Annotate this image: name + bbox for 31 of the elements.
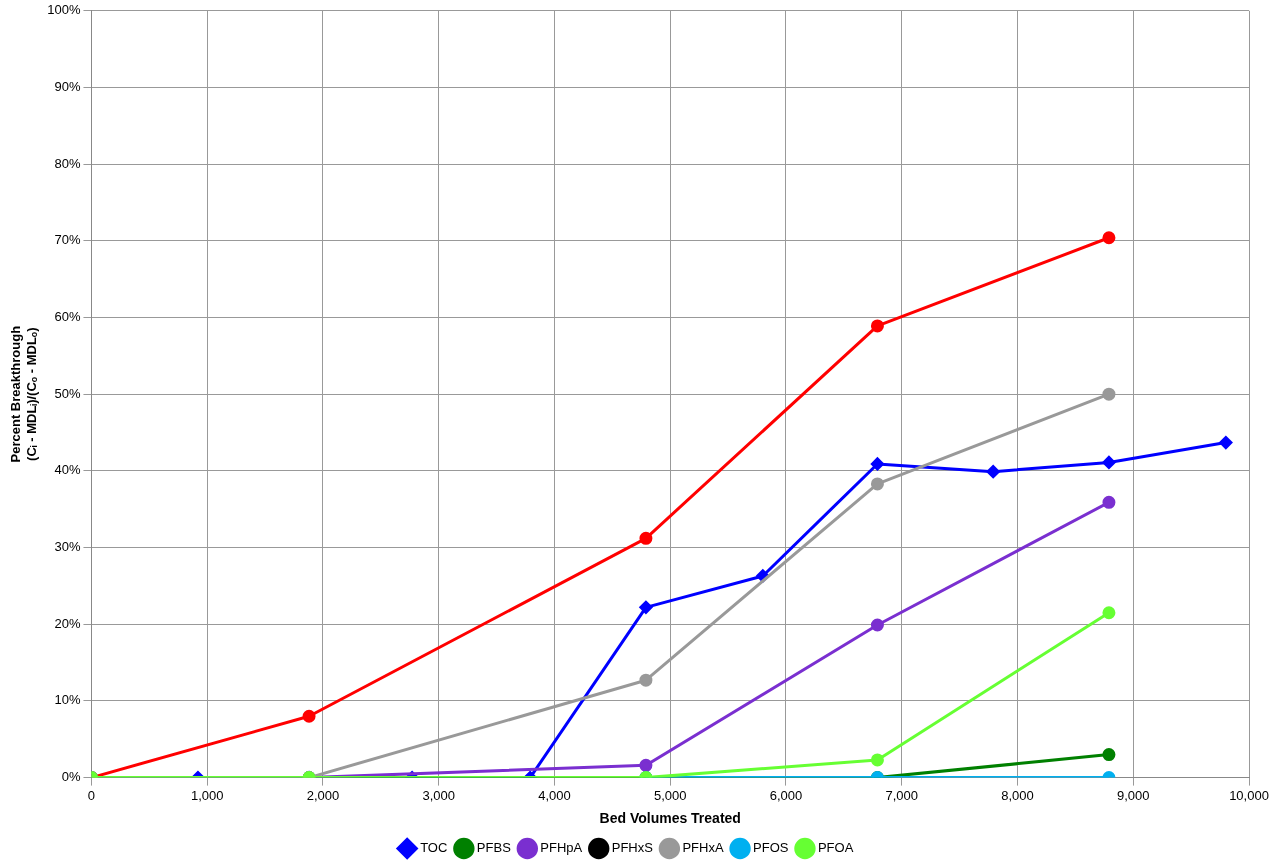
- legend-label: PFHxA: [682, 840, 724, 856]
- x-tick-label: 6,000: [769, 787, 803, 803]
- y-tick-label: 40%: [54, 462, 81, 478]
- x-tick-label: 9,000: [1116, 787, 1150, 803]
- x-tick-label: 10,000: [1229, 787, 1269, 803]
- legend-label: PFOA: [817, 840, 854, 856]
- y-tick-label: 0%: [61, 769, 81, 785]
- legend-label: TOC: [420, 840, 448, 856]
- y-tick-label: 70%: [54, 232, 81, 248]
- legend-label: PFBS: [476, 840, 512, 856]
- legend-label: PFHpA: [540, 840, 583, 856]
- legend-label: PFHxS: [611, 840, 654, 856]
- legend-label: PFOS: [753, 840, 789, 856]
- y-tick-label: 60%: [54, 309, 81, 325]
- y-tick-label: 10%: [54, 692, 81, 708]
- x-tick-label: 5,000: [653, 787, 687, 803]
- x-tick-label: 1,000: [190, 787, 224, 803]
- x-tick-label: 4,000: [538, 787, 571, 803]
- y-axis-title: Percent Breakthrough (Cᵢ - MDLᵢ)/(Cₒ - MDLₒ): [8, 325, 39, 463]
- x-tick-label: 7,000: [885, 787, 919, 803]
- x-tick-label: 8,000: [1001, 787, 1034, 803]
- y-tick-label: 20%: [54, 615, 81, 631]
- y-tick-label: 30%: [54, 539, 81, 555]
- x-tick-label: 3,000: [422, 787, 455, 803]
- x-tick-label: 0: [87, 787, 96, 803]
- y-tick-label: 80%: [54, 155, 81, 171]
- y-tick-label: 90%: [54, 79, 81, 95]
- y-tick-label: 100%: [47, 2, 81, 18]
- y-tick-label: 50%: [54, 385, 81, 401]
- x-axis-title: Bed Volumes Treated: [599, 810, 741, 827]
- x-tick-label: 2,000: [306, 787, 340, 803]
